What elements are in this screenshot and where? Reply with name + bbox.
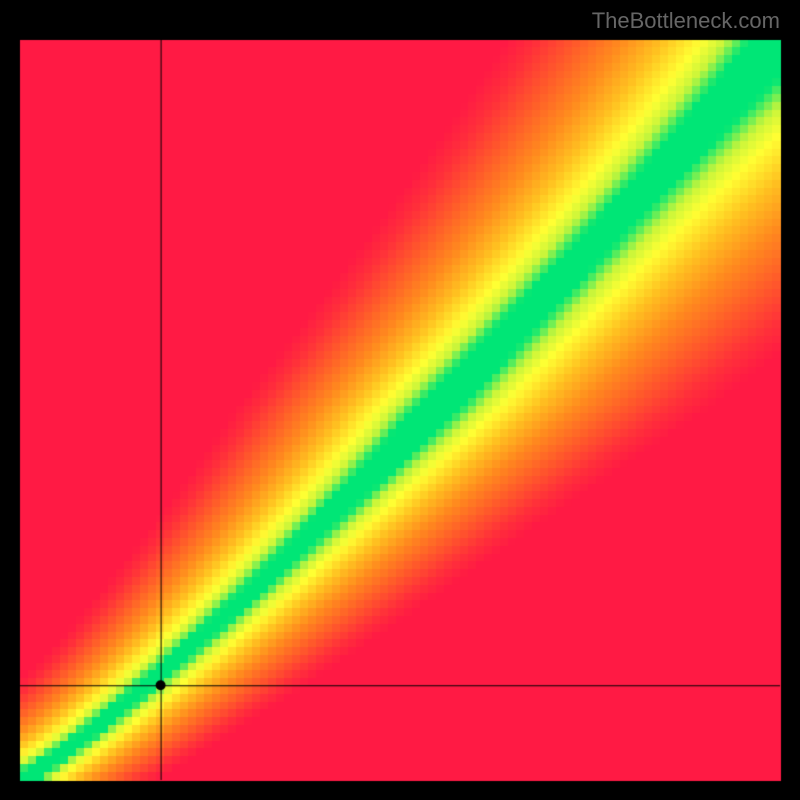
heatmap-canvas bbox=[0, 0, 800, 800]
watermark-text: TheBottleneck.com bbox=[592, 8, 780, 34]
chart-container: TheBottleneck.com bbox=[0, 0, 800, 800]
